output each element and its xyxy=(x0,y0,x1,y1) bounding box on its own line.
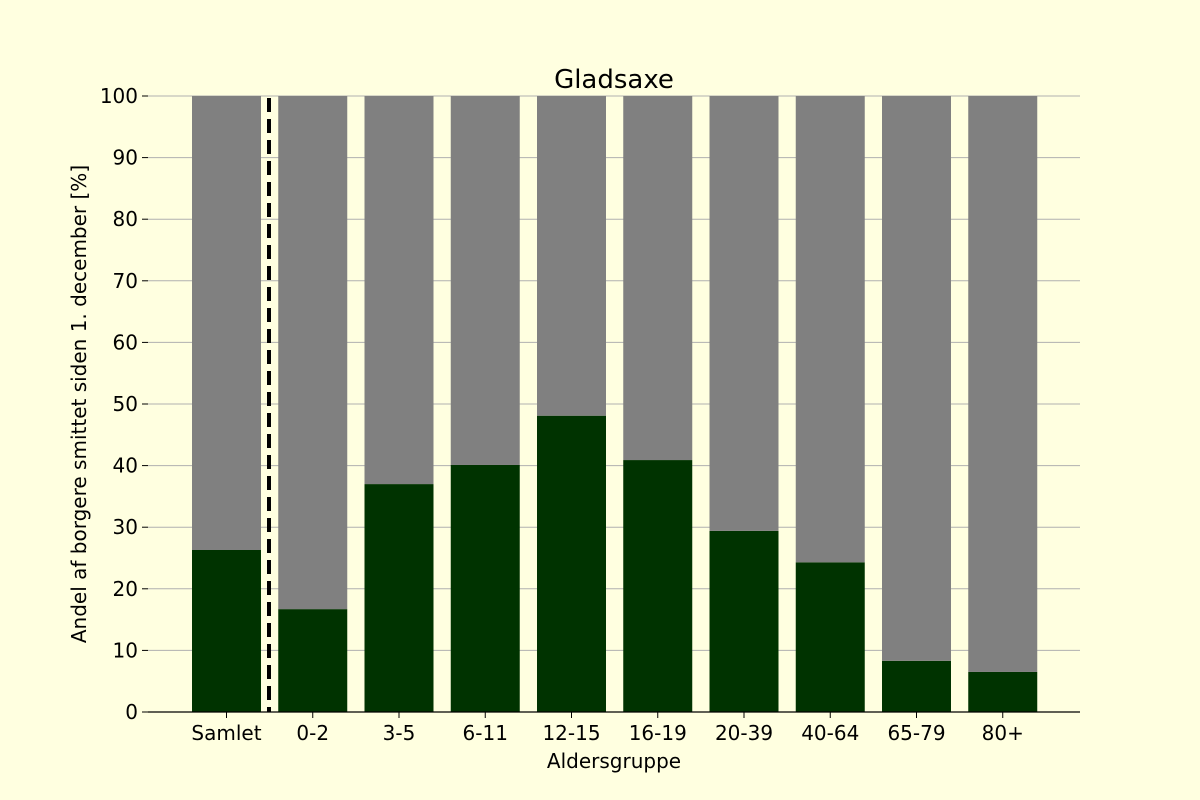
bar-infected xyxy=(192,549,261,712)
bar-infected xyxy=(623,460,693,712)
bar-remaining xyxy=(364,96,434,485)
bar-remaining xyxy=(882,96,951,661)
y-tick-label: 80 xyxy=(113,207,138,231)
bar-infected xyxy=(537,415,606,712)
x-tick-label: 3-5 xyxy=(383,721,416,745)
x-tick-label: 40-64 xyxy=(801,721,859,745)
y-tick-label: 20 xyxy=(113,577,138,601)
y-tick-label: 90 xyxy=(113,146,138,170)
bar-remaining xyxy=(278,96,348,610)
y-tick-label: 30 xyxy=(113,515,138,539)
tick-labels: 0 10 20 30 40 50 60 70 80 90 100 Samlet 0-2 3-5 6-11 12… xyxy=(100,84,1024,745)
bar-remaining xyxy=(795,96,865,563)
x-tick-label: 12-15 xyxy=(542,721,600,745)
x-tick-label: 16-19 xyxy=(629,721,687,745)
y-tick-label: 10 xyxy=(113,638,138,662)
bar-infected xyxy=(278,609,348,712)
chart-title: Gladsaxe xyxy=(554,65,674,95)
x-tick-label: Samlet xyxy=(191,721,261,745)
x-axis-label: Aldersgruppe xyxy=(547,749,681,773)
y-tick-label: 0 xyxy=(125,700,138,724)
x-tick-label: 0-2 xyxy=(296,721,329,745)
y-tick-label: 50 xyxy=(113,392,138,416)
y-tick-label: 70 xyxy=(113,269,138,293)
bar-infected xyxy=(882,660,951,712)
bar-remaining xyxy=(450,96,520,465)
bar-remaining xyxy=(968,96,1038,672)
x-tick-label: 65-79 xyxy=(887,721,945,745)
bar-infected xyxy=(364,484,434,712)
y-tick-label: 40 xyxy=(113,454,138,478)
x-tick-label: 6-11 xyxy=(463,721,508,745)
bar-infected xyxy=(968,671,1038,712)
bar-infected xyxy=(795,562,865,712)
bar-infected xyxy=(450,464,520,712)
y-tick-label: 100 xyxy=(100,84,138,108)
y-axis-label: Andel af borgere smittet siden 1. decemb… xyxy=(67,165,91,643)
x-tick-label: 20-39 xyxy=(715,721,773,745)
bars xyxy=(192,96,1038,712)
bar-remaining xyxy=(709,96,779,531)
bar-remaining xyxy=(623,96,693,461)
bar-infected xyxy=(709,530,779,712)
bar-remaining xyxy=(192,96,261,550)
bar-remaining xyxy=(537,96,606,416)
y-tick-label: 60 xyxy=(113,330,138,354)
x-tick-label: 80+ xyxy=(982,721,1024,745)
